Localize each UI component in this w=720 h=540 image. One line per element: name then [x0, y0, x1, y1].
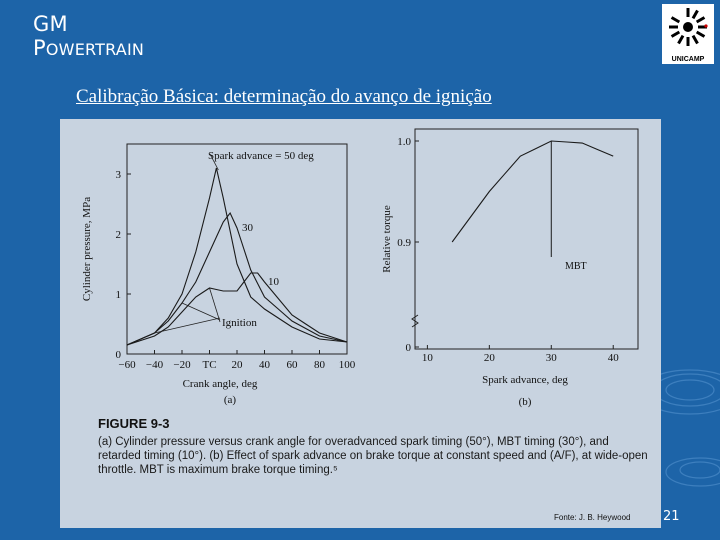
panel-a-ytick-label: 3 [116, 169, 122, 181]
annotation-leader [209, 287, 221, 323]
company-line2: POWERTRAIN [33, 36, 145, 60]
panel-a-xtick-label: 80 [314, 359, 326, 371]
company-line1: GM [33, 12, 68, 36]
panel-a-ytick-label: 0 [116, 349, 122, 361]
annotation-10: 10 [268, 276, 280, 288]
panel-a-xtick-label: 40 [259, 359, 271, 371]
panel-a-xtick-label: −40 [146, 359, 164, 371]
panel-b-xtick-label: 40 [608, 352, 620, 364]
figure-caption-body: (a) Cylinder pressure versus crank angle… [98, 436, 648, 476]
panel-a-ytick-label: 2 [116, 229, 122, 241]
slide-title: Calibração Básica: determinação do avanç… [76, 86, 492, 107]
annotation-leader [154, 317, 221, 334]
panel-b-ytick-label: 0.9 [397, 237, 411, 249]
axis-break [411, 314, 419, 328]
panel-a-label: (a) [224, 394, 237, 406]
panel-b-xtick-label: 20 [484, 352, 496, 364]
panel-a-xtick-label: 100 [339, 359, 356, 371]
panel-a-xlabel: Crank angle, deg [183, 378, 258, 390]
panel-a-series-line [126, 211, 348, 346]
figure-panel: Cylinder pressure, MPa Crank angle, deg … [60, 119, 661, 528]
panel-a-xtick-label: −20 [173, 359, 191, 371]
unicamp-logo: UNICAMP [662, 4, 714, 64]
panel-a-ytick-label: 1 [116, 289, 122, 301]
page-number: 21 [663, 509, 680, 524]
panel-b-series-line [451, 140, 614, 243]
annotation-ignition: Ignition [222, 317, 257, 329]
logo-text: UNICAMP [671, 56, 705, 63]
panel-a-series-line [126, 167, 348, 346]
panel-a-series-line [126, 272, 348, 346]
source-credit: Fonte: J. B. Heywood [554, 513, 631, 522]
annotation-30: 30 [242, 222, 254, 234]
panel-b-ytick-label: 1.0 [397, 136, 411, 148]
panel-b-xtick-label: 10 [422, 352, 434, 364]
annotation-spark-advance: Spark advance = 50 deg [208, 150, 314, 162]
panel-a-ylabel: Cylinder pressure, MPa [81, 197, 93, 301]
panel-a-xtick-label: −60 [118, 359, 136, 371]
company-title: GM POWERTRAIN [33, 12, 144, 62]
panel-b-frame [414, 128, 639, 350]
annotation-leader [209, 153, 219, 171]
panel-b-ytick-label: 0 [406, 342, 412, 354]
panel-b-xlabel: Spark advance, deg [482, 374, 568, 386]
annotation-mbt: MBT [565, 261, 587, 272]
figure-charts: Cylinder pressure, MPa Crank angle, deg … [81, 128, 639, 408]
panel-b-ylabel: Relative torque [381, 205, 393, 273]
panel-a-xtick-label: TC [202, 359, 216, 371]
panel-b-label: (b) [519, 396, 532, 408]
unicamp-logo-icon [669, 8, 708, 46]
panel-b-xtick-label: 30 [546, 352, 558, 364]
figure-caption-title: FIGURE 9-3 [98, 416, 170, 431]
panel-a-xtick-label: 60 [287, 359, 299, 371]
panel-a-xtick-label: 20 [232, 359, 244, 371]
annotation-leader [181, 302, 221, 321]
